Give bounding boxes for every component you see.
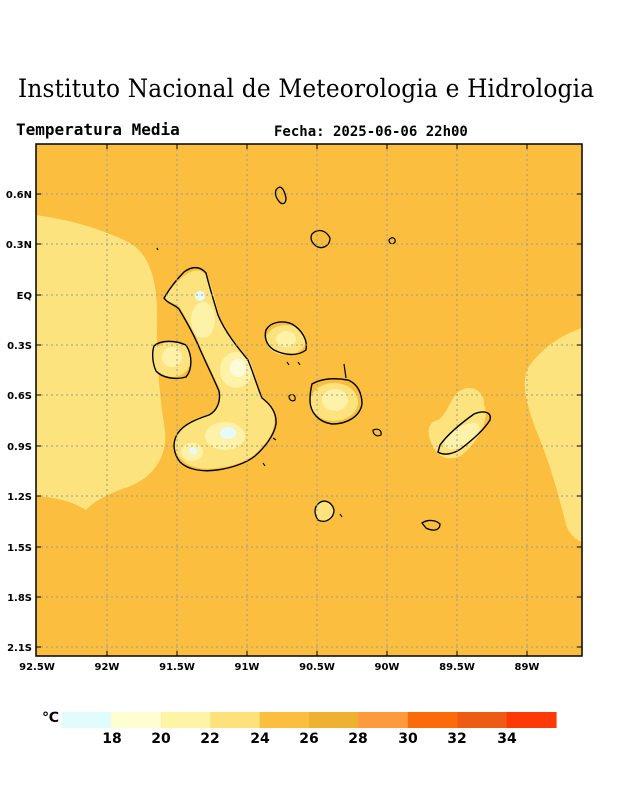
lat-label: 1.5S — [7, 543, 32, 554]
colorbar-label: 22 — [200, 731, 219, 747]
lon-label: 92W — [95, 662, 120, 673]
colorbar-swatch — [160, 712, 211, 728]
colorbar-label: 18 — [102, 731, 121, 747]
san-cristobal-island — [437, 411, 491, 455]
colorbar: ℃ 18 20 22 24 26 28 30 32 34 — [42, 710, 557, 747]
longitude-labels: 92.5W 92W 91.5W 91W 90.5W 90W 89.5W 89W — [19, 662, 539, 673]
lat-label: 0.3N — [6, 240, 32, 251]
fernandina-island — [151, 340, 192, 380]
floreana-island — [314, 500, 335, 522]
colorbar-label: 34 — [497, 731, 517, 747]
lat-label: 0.9S — [7, 442, 32, 453]
lat-label: 1.2S — [7, 492, 32, 503]
pinta-island — [274, 186, 287, 205]
lon-label: 90W — [375, 662, 400, 673]
lat-label: EQ — [17, 291, 32, 302]
lon-label: 92.5W — [19, 662, 55, 673]
variable-title: Temperatura Media — [16, 120, 180, 139]
colorbar-unit: ℃ — [42, 710, 59, 726]
marchena-island — [310, 229, 331, 249]
santa-fe-island — [372, 428, 382, 437]
colorbar-swatch — [506, 712, 557, 728]
genovesa-island — [388, 237, 396, 245]
colorbar-swatch — [111, 712, 162, 728]
santiago-island — [264, 321, 308, 356]
temperature-field — [36, 144, 582, 656]
lon-label: 89.5W — [439, 662, 475, 673]
colorbar-label: 30 — [398, 731, 418, 747]
lat-label: 2.1S — [7, 643, 32, 654]
lat-label: 0.6S — [7, 391, 32, 402]
colorbar-swatch — [407, 712, 458, 728]
colorbar-swatch — [62, 712, 112, 728]
latitude-labels: 0.6N 0.3N EQ 0.3S 0.6S 0.9S 1.2S 1.5S 1.… — [6, 190, 32, 654]
colorbar-swatch — [457, 712, 508, 728]
lon-label: 91.5W — [159, 662, 195, 673]
small-islets — [156, 247, 343, 518]
date-label: Fecha: 2025-06-06 22h00 — [274, 124, 468, 140]
colorbar-swatch — [210, 712, 261, 728]
colorbar-swatch — [309, 712, 359, 728]
lon-label: 90.5W — [299, 662, 335, 673]
colorbar-label: 24 — [250, 731, 270, 747]
lon-label: 89W — [515, 662, 540, 673]
map-frame — [35, 143, 583, 657]
colorbar-swatch — [259, 712, 310, 728]
cool-region-east — [524, 328, 582, 542]
graticule — [36, 144, 582, 656]
tick-marks — [36, 144, 582, 656]
espanola-island — [421, 519, 441, 531]
institution-title: Instituto Nacional de Meteorologia e Hid… — [18, 74, 595, 103]
lat-label: 0.3S — [7, 341, 32, 352]
lat-label: 0.6N — [6, 190, 32, 201]
lat-label: 1.8S — [7, 593, 32, 604]
colorbar-label: 28 — [348, 731, 367, 747]
colorbar-label: 20 — [151, 731, 171, 747]
colorbar-swatches — [62, 712, 557, 728]
cool-region-west — [36, 215, 166, 510]
colorbar-label: 32 — [447, 731, 466, 747]
lon-label: 91W — [235, 662, 260, 673]
colorbar-swatch — [358, 712, 409, 728]
colorbar-label: 26 — [299, 731, 318, 747]
